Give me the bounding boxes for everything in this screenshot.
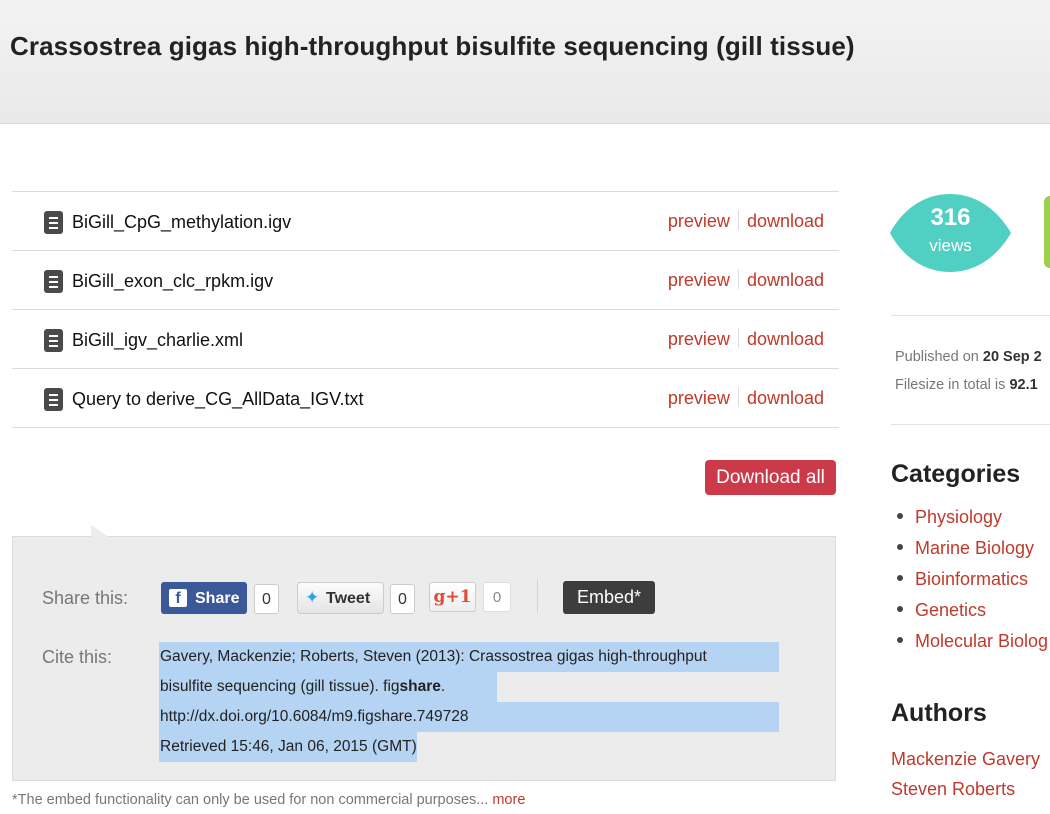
citation-line: Gavery, Mackenzie; Roberts, Steven (2013… <box>159 642 779 672</box>
file-name: Query to derive_CG_AllData_IGV.txt <box>72 389 364 409</box>
download-link[interactable]: download <box>746 329 824 349</box>
facebook-count: 0 <box>254 584 279 614</box>
page-header: Crassostrea gigas high-throughput bisulf… <box>0 0 1050 124</box>
category-item[interactable]: Marine Biology <box>897 538 1048 569</box>
download-all-button[interactable]: Download all <box>705 460 836 495</box>
citation-doi: http://dx.doi.org/10.6084/m9.figshare.74… <box>159 702 779 732</box>
published-date: Published on 20 Sep 2 <box>895 349 1042 365</box>
facebook-share-label: Share <box>195 590 240 607</box>
google-plus-label: +1 <box>445 587 472 607</box>
bullet-icon <box>897 544 903 550</box>
category-item[interactable]: Physiology <box>897 507 1048 538</box>
divider <box>737 328 739 348</box>
embed-footnote: *The embed functionality can only be use… <box>12 792 525 808</box>
embed-button[interactable]: Embed* <box>563 581 655 614</box>
panel-notch <box>91 525 109 537</box>
category-item[interactable]: Genetics <box>897 600 1048 631</box>
more-link[interactable]: more <box>492 792 526 808</box>
preview-link[interactable]: preview <box>667 270 730 290</box>
views-badge-shape <box>890 194 1011 272</box>
preview-link[interactable]: preview <box>667 329 730 349</box>
file-row: BiGill_exon_clc_rpkm.igv preview download <box>12 251 839 310</box>
twitter-bird-icon: ✦ <box>305 588 320 607</box>
bullet-icon <box>897 513 903 519</box>
tweet-label: Tweet <box>326 590 371 607</box>
citation-line: bisulfite sequencing (gill tissue). figs… <box>159 672 497 702</box>
file-row: BiGill_igv_charlie.xml preview download <box>12 310 839 369</box>
bullet-icon <box>897 575 903 581</box>
author-link[interactable]: Mackenzie Gavery <box>891 749 1041 769</box>
bullet-icon <box>897 637 903 643</box>
share-label: Share this: <box>42 588 129 608</box>
download-link[interactable]: download <box>746 211 824 231</box>
citation-text[interactable]: Gavery, Mackenzie; Roberts, Steven (2013… <box>159 642 779 762</box>
authors-heading: Authors <box>891 699 987 727</box>
file-name: BiGill_exon_clc_rpkm.igv <box>72 271 274 291</box>
preview-link[interactable]: preview <box>667 211 730 231</box>
tweet-button[interactable]: ✦ Tweet <box>297 582 384 614</box>
facebook-icon: f <box>169 589 187 607</box>
bullet-icon <box>897 606 903 612</box>
views-label: views <box>929 236 972 255</box>
facebook-share-button[interactable]: f Share <box>161 582 247 614</box>
file-name: BiGill_CpG_methylation.igv <box>72 212 292 232</box>
document-icon <box>44 270 63 293</box>
share-cite-panel: Share this: f Share 0 ✦ Tweet 0 g+1 0 Em… <box>12 525 836 781</box>
download-link[interactable]: download <box>746 270 824 290</box>
shares-badge-edge <box>1044 196 1050 268</box>
file-name: BiGill_igv_charlie.xml <box>72 330 244 350</box>
tweet-count: 0 <box>390 584 415 614</box>
divider <box>737 387 739 407</box>
filesize-total: Filesize in total is 92.1 <box>895 377 1038 393</box>
document-icon <box>44 329 63 352</box>
file-list: BiGill_CpG_methylation.igv preview downlo… <box>12 191 839 428</box>
citation-retrieved: Retrieved 15:46, Jan 06, 2015 (GMT) <box>159 732 417 762</box>
download-link[interactable]: download <box>746 388 824 408</box>
google-plus-count: 0 <box>483 582 511 612</box>
embed-footnote-text: *The embed functionality can only be use… <box>12 792 489 808</box>
page-title: Crassostrea gigas high-throughput bisulf… <box>10 31 855 61</box>
category-item[interactable]: Bioinformatics <box>897 569 1048 600</box>
views-count: 316 <box>930 204 971 231</box>
views-badge: 316 views <box>890 194 1011 272</box>
divider <box>737 269 739 289</box>
author-link[interactable]: Steven Roberts <box>891 779 1016 799</box>
divider <box>737 210 739 230</box>
file-row: Query to derive_CG_AllData_IGV.txt previ… <box>12 369 839 428</box>
cite-label: Cite this: <box>42 647 113 667</box>
google-plus-one-button[interactable]: g+1 <box>429 582 476 612</box>
document-icon <box>44 211 63 234</box>
preview-link[interactable]: preview <box>667 388 730 408</box>
google-plus-icon: g <box>433 587 446 607</box>
categories-heading: Categories <box>891 460 1021 488</box>
sidebar-divider <box>891 424 1050 425</box>
sidebar-divider <box>891 315 1050 316</box>
document-icon <box>44 388 63 411</box>
share-divider <box>537 579 538 613</box>
categories-list: Physiology Marine Biology Bioinformatics… <box>897 507 1048 662</box>
file-row: BiGill_CpG_methylation.igv preview downlo… <box>12 192 839 251</box>
category-item[interactable]: Molecular Biolog <box>897 631 1048 662</box>
